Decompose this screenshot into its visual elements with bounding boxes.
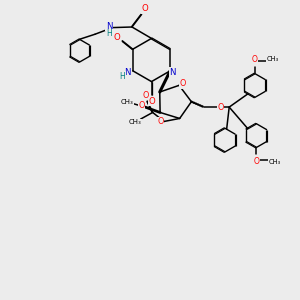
Text: O: O xyxy=(157,117,164,126)
Text: H: H xyxy=(106,29,112,38)
Text: O: O xyxy=(217,103,224,112)
Text: CH₃: CH₃ xyxy=(268,159,280,165)
Text: N: N xyxy=(106,22,112,31)
Text: O: O xyxy=(253,157,259,166)
Text: N: N xyxy=(124,68,130,77)
Text: N: N xyxy=(169,68,176,77)
Text: O: O xyxy=(113,33,120,42)
Text: H: H xyxy=(119,72,125,81)
Text: O: O xyxy=(142,91,149,100)
Text: O: O xyxy=(138,101,145,110)
Text: O: O xyxy=(142,4,148,14)
Text: O: O xyxy=(148,97,155,106)
Text: CH₃: CH₃ xyxy=(121,99,134,105)
Text: O: O xyxy=(179,80,186,88)
Text: CH₃: CH₃ xyxy=(267,56,279,62)
Text: CH₃: CH₃ xyxy=(129,119,142,125)
Text: O: O xyxy=(252,56,258,64)
